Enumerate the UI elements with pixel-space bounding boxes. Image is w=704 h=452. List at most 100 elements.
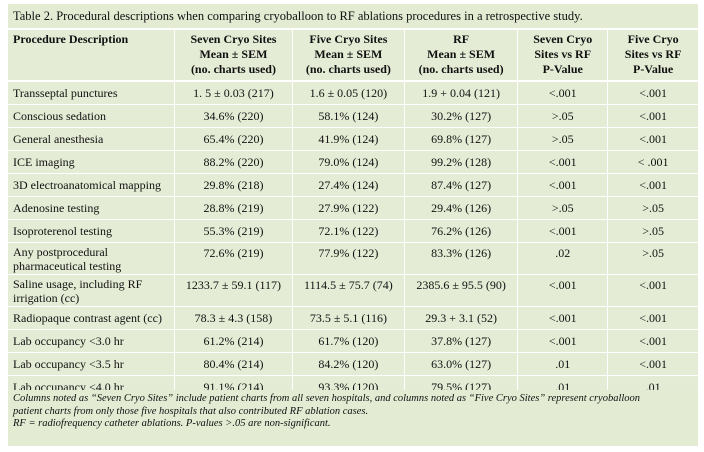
row-label-cell: ICE imaging [8, 150, 176, 174]
table-row: Transseptal punctures 1. 5 ± 0.03 (217) 1.… [8, 81, 698, 105]
header-line: Mean ± SEM [199, 47, 268, 61]
value-cell: <.001 [607, 127, 698, 151]
value-cell: <.001 [517, 173, 609, 197]
table-header-row: Procedure Description Seven Cryo Sites M… [8, 30, 698, 82]
value-cell: <.001 [607, 329, 698, 353]
value-cell: >.05 [517, 127, 609, 151]
row-label-line: Any postprocedural [13, 244, 108, 259]
value-cell: .01 [517, 352, 609, 376]
header-line: P-Value [632, 62, 674, 76]
value-cell: 1114.5 ± 75.7 (74) [292, 274, 406, 307]
value-cell: 65.4% (220) [174, 127, 293, 151]
table-footnote: Columns noted as “Seven Cryo Sites” incl… [8, 390, 698, 446]
value-cell: 87.4% (127) [404, 173, 519, 197]
value-cell: 34.6% (220) [174, 104, 293, 128]
value-cell: 83.3% (126) [404, 242, 519, 275]
footnote-line: RF = radiofrequency catheter ablations. … [13, 418, 331, 429]
value-cell: 29.4% (126) [404, 196, 519, 220]
table-row: Saline usage, including RF irrigation (cc… [8, 274, 698, 307]
value-cell: <.001 [517, 81, 609, 105]
value-cell: >.05 [517, 104, 609, 128]
value-cell: <.001 [607, 81, 698, 105]
value-cell: 30.2% (127) [404, 104, 519, 128]
value-cell: 61.7% (120) [292, 329, 406, 353]
table-row: Radiopaque contrast agent (cc) 78.3 ± 4.3… [8, 306, 698, 330]
row-label-cell: Lab occupancy <3.5 hr [8, 352, 176, 376]
value-cell: < .001 [607, 150, 698, 174]
value-cell: >.05 [517, 196, 609, 220]
value-cell: <.001 [607, 173, 698, 197]
value-cell: 2385.6 ± 95.5 (90) [404, 274, 519, 307]
row-label-cell: 3D electroanatomical mapping [8, 173, 176, 197]
row-label-cell: Any postprocedural pharmaceutical testing [8, 242, 176, 275]
header-line: Five Cryo Sites [309, 32, 388, 46]
row-label-cell: Transseptal punctures [8, 81, 176, 105]
value-cell: 1.9 + 0.04 (121) [404, 81, 519, 105]
value-cell: 79.0% (124) [292, 150, 406, 174]
value-cell: 55.3% (219) [174, 219, 293, 243]
row-label-line: pharmaceutical testing [13, 258, 122, 273]
table-row: General anesthesia 65.4% (220) 41.9% (124)… [8, 127, 698, 151]
value-cell: 76.2% (126) [404, 219, 519, 243]
value-cell: .02 [517, 242, 609, 275]
header-line: (no. charts used) [190, 62, 276, 76]
value-cell: <.001 [517, 306, 609, 330]
header-rf: RF Mean ± SEM (no. charts used) [404, 30, 519, 82]
value-cell: 29.3 + 3.1 (52) [404, 306, 519, 330]
value-cell: 73.5 ± 5.1 (116) [292, 306, 406, 330]
row-label-line: Saline usage, including RF [13, 276, 143, 291]
header-line: P-Value [542, 62, 583, 76]
value-cell: 61.2% (214) [174, 329, 293, 353]
header-line: Seven Cryo Sites [190, 32, 277, 46]
table-row: Isoproterenol testing 55.3% (219) 72.1% (1… [8, 219, 698, 243]
footnote-line: Columns noted as “Seven Cryo Sites” incl… [13, 393, 641, 404]
table-row: Lab occupancy <3.5 hr 80.4% (214) 84.2% (1… [8, 352, 698, 376]
value-cell: >.05 [607, 196, 698, 220]
header-line: (no. charts used) [305, 62, 391, 76]
value-cell: 69.8% (127) [404, 127, 519, 151]
procedure-table: Procedure Description Seven Cryo Sites M… [8, 30, 698, 399]
table-row: 3D electroanatomical mapping 29.8% (218) 2… [8, 173, 698, 197]
table-row: Lab occupancy <3.0 hr 61.2% (214) 61.7% (1… [8, 329, 698, 353]
value-cell: 27.4% (124) [292, 173, 406, 197]
value-cell: 37.8% (127) [404, 329, 519, 353]
value-cell: 99.2% (128) [404, 150, 519, 174]
header-line: Procedure Description [13, 32, 129, 46]
table-caption: Table 2. Procedural descriptions when co… [8, 4, 698, 28]
value-cell: <.001 [607, 352, 698, 376]
header-line: Five Cryo [627, 32, 679, 46]
header-five-cryo-sites: Five Cryo Sites Mean ± SEM (no. charts u… [292, 30, 406, 82]
value-cell: 1.6 ± 0.05 (120) [292, 81, 406, 105]
value-cell: 88.2% (220) [174, 150, 293, 174]
value-cell: 72.1% (122) [292, 219, 406, 243]
value-cell: >.05 [607, 219, 698, 243]
row-label-line: irrigation (cc) [13, 290, 80, 305]
value-cell: 1233.7 ± 59.1 (117) [174, 274, 293, 307]
value-cell: 77.9% (122) [292, 242, 406, 275]
header-line: Sites vs RF [624, 47, 682, 61]
value-cell: <.001 [517, 329, 609, 353]
value-cell: 80.4% (214) [174, 352, 293, 376]
row-label-cell: General anesthesia [8, 127, 176, 151]
header-five-vs-rf-pvalue: Five Cryo Sites vs RF P-Value [607, 30, 698, 82]
value-cell: >.05 [607, 242, 698, 275]
value-cell: 63.0% (127) [404, 352, 519, 376]
header-line: Mean ± SEM [427, 47, 496, 61]
footnote-line: patient charts from only those five hosp… [13, 405, 369, 417]
row-label-cell: Saline usage, including RF irrigation (cc… [8, 274, 176, 307]
table-row: ICE imaging 88.2% (220) 79.0% (124) 99.2% (… [8, 150, 698, 174]
header-line: RF [453, 32, 470, 46]
row-label-cell: Isoproterenol testing [8, 219, 176, 243]
value-cell: 72.6% (219) [174, 242, 293, 275]
value-cell: 41.9% (124) [292, 127, 406, 151]
value-cell: 28.8% (219) [174, 196, 293, 220]
header-seven-vs-rf-pvalue: Seven Cryo Sites vs RF P-Value [517, 30, 609, 82]
value-cell: <.001 [607, 274, 698, 307]
value-cell: 58.1% (124) [292, 104, 406, 128]
table-row: Any postprocedural pharmaceutical testing… [8, 242, 698, 275]
value-cell: 1. 5 ± 0.03 (217) [174, 81, 293, 105]
value-cell: <.001 [517, 219, 609, 243]
row-label-cell: Lab occupancy <3.0 hr [8, 329, 176, 353]
header-line: (no. charts used) [418, 62, 504, 76]
header-line: Sites vs RF [534, 47, 592, 61]
